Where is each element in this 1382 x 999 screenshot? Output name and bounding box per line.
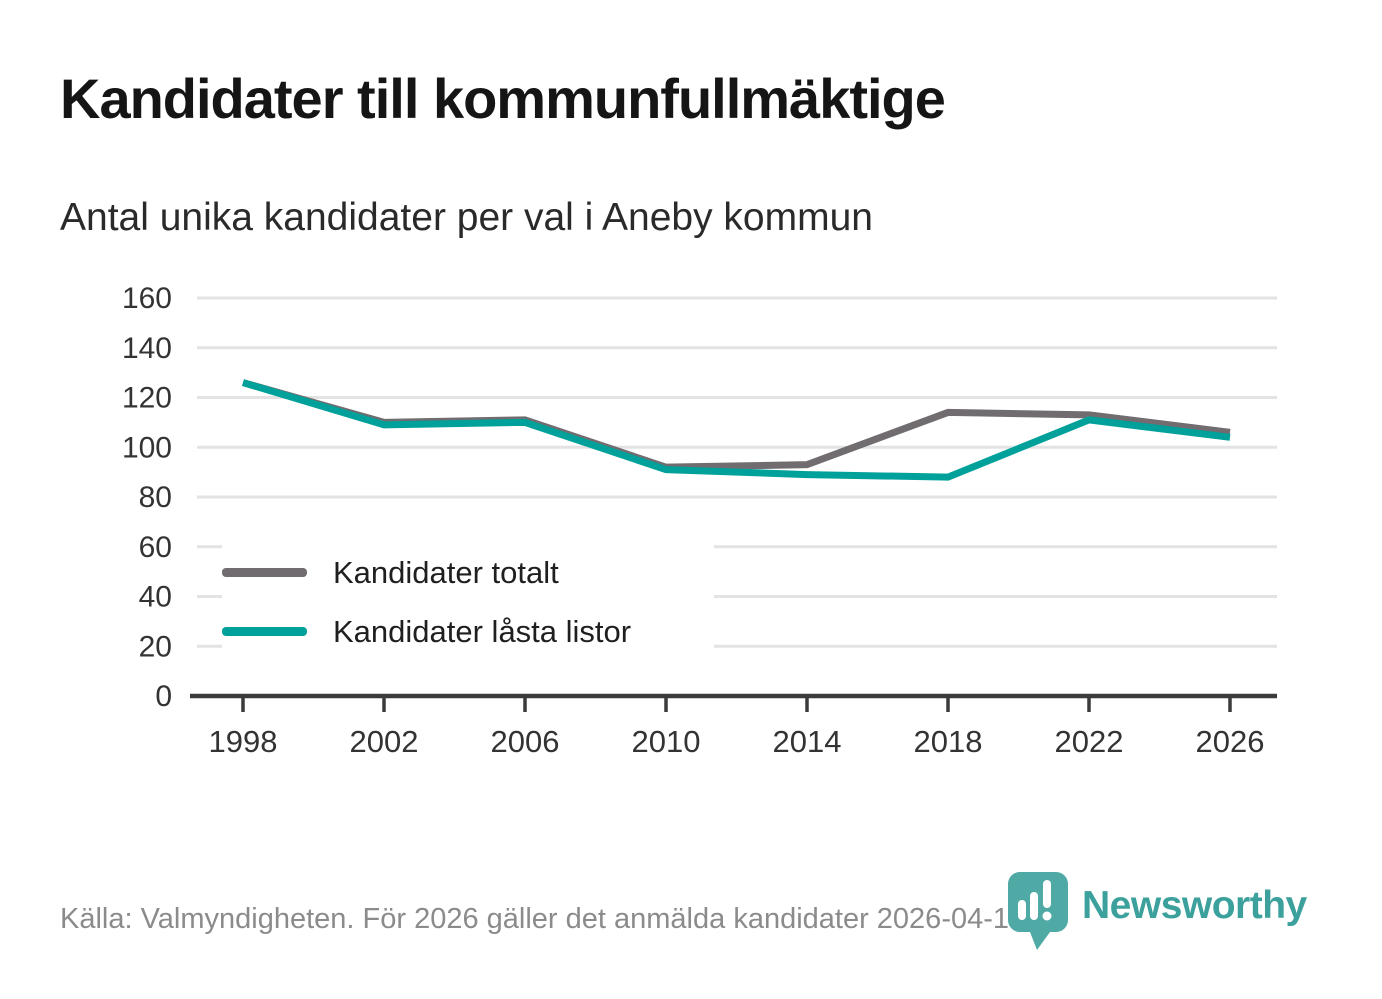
source-note: Källa: Valmyndigheten. För 2026 gäller d… (60, 903, 1034, 935)
chart-legend: Kandidater totalt Kandidater låsta listo… (222, 543, 714, 661)
legend-item-lasta-listor: Kandidater låsta listor (222, 604, 714, 660)
x-tick-label: 2026 (1196, 724, 1265, 759)
legend-item-totalt: Kandidater totalt (222, 545, 714, 601)
y-tick-label: 20 (139, 630, 172, 663)
x-tick-label: 2002 (350, 724, 419, 759)
y-tick-label: 0 (155, 680, 172, 713)
y-tick-label: 40 (139, 581, 172, 614)
newsworthy-logo-text: Newsworthy (1082, 884, 1307, 927)
newsworthy-logo: Newsworthy (1006, 870, 1307, 952)
series-line-kandidater-l-sta-listor (241, 379, 1231, 481)
y-tick-label: 80 (139, 481, 172, 514)
legend-swatch-lasta-listor (222, 627, 307, 636)
x-tick-label: 2006 (491, 724, 560, 759)
x-tick-label: 1998 (209, 724, 278, 759)
page-title: Kandidater till kommunfullmäktige (60, 67, 946, 130)
newsworthy-pin-icon (1008, 872, 1068, 950)
y-tick-label: 160 (122, 282, 172, 315)
y-tick-label: 100 (122, 431, 172, 464)
y-tick-label: 140 (122, 332, 172, 365)
y-tick-label: 60 (139, 531, 172, 564)
x-tick-label: 2022 (1055, 724, 1124, 759)
x-tick-label: 2014 (773, 724, 842, 759)
chart-subtitle: Antal unika kandidater per val i Aneby k… (60, 196, 873, 239)
legend-label-lasta-listor: Kandidater låsta listor (333, 613, 632, 649)
x-tick-label: 2010 (632, 724, 701, 759)
legend-label-totalt: Kandidater totalt (333, 554, 559, 590)
legend-swatch-totalt (222, 568, 307, 577)
x-tick-label: 2018 (914, 724, 983, 759)
y-tick-label: 120 (122, 382, 172, 415)
